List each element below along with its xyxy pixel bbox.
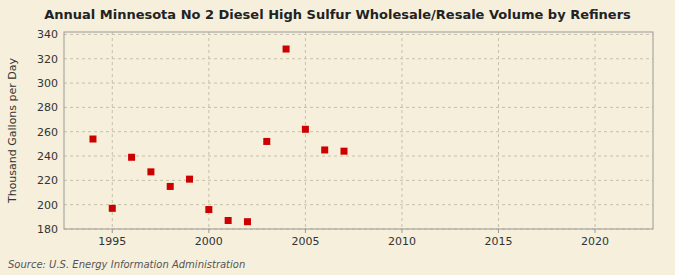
y-tick-label: 180 <box>37 223 58 236</box>
x-tick-label: 2000 <box>195 235 223 248</box>
x-tick-label: 2010 <box>388 235 416 248</box>
point <box>186 176 193 183</box>
axes: 1995 2000 2005 2010 2015 2020 180 200 220 240 260 2… <box>37 28 609 248</box>
y-tick-label: 220 <box>37 174 58 187</box>
y-grid-line <box>64 180 653 181</box>
y-axis-label: Thousand Gallons per Day <box>6 57 19 204</box>
x-tick <box>498 229 499 233</box>
y-grid-line <box>64 58 653 59</box>
title: Annual Minnesota No 2 Diesel High Sulfur… <box>44 7 631 22</box>
point <box>225 217 232 224</box>
point <box>321 146 328 153</box>
x-tick-label: 2020 <box>581 235 609 248</box>
y-tick-label: 240 <box>37 150 58 163</box>
point <box>128 154 135 161</box>
x-tick <box>208 229 209 233</box>
y-tick-label: 320 <box>37 53 58 66</box>
y-grid-line <box>64 34 653 35</box>
y-tick-label: 200 <box>37 199 58 212</box>
grid <box>64 32 653 229</box>
x-grid-line <box>498 32 499 229</box>
x-tick-label: 2005 <box>291 235 319 248</box>
point <box>109 205 116 212</box>
plot-frame <box>64 32 653 229</box>
x-tick <box>595 229 596 233</box>
x-tick-label: 2015 <box>485 235 513 248</box>
y-tick-label: 280 <box>37 101 58 114</box>
y-tick-label: 260 <box>37 126 58 139</box>
source: Source: U.S. Energy Information Administ… <box>8 259 245 270</box>
point <box>167 183 174 190</box>
point <box>283 46 290 53</box>
x-tick-label: 1995 <box>98 235 126 248</box>
y-grid-line <box>64 156 653 157</box>
point <box>302 126 309 133</box>
x-grid-line <box>401 32 402 229</box>
point <box>147 168 154 175</box>
x-tick <box>112 229 113 233</box>
point <box>205 206 212 213</box>
y-tick-label: 300 <box>37 77 58 90</box>
x-grid-line <box>595 32 596 229</box>
x-tick <box>401 229 402 233</box>
y-grid-line <box>64 83 653 84</box>
x-grid-line <box>208 32 209 229</box>
x-grid-line <box>112 32 113 229</box>
point <box>263 138 270 145</box>
x-tick <box>305 229 306 233</box>
y-grid-line <box>64 107 653 108</box>
point <box>244 218 251 225</box>
background <box>0 0 675 275</box>
y-tick-label: 340 <box>37 28 58 41</box>
point <box>341 148 348 155</box>
points <box>89 46 347 226</box>
y-grid-line <box>64 131 653 132</box>
point <box>89 136 96 143</box>
y-grid-line <box>64 204 653 205</box>
chart: 1995 2000 2005 2010 2015 2020 180 200 220 240 260 2… <box>0 0 675 275</box>
